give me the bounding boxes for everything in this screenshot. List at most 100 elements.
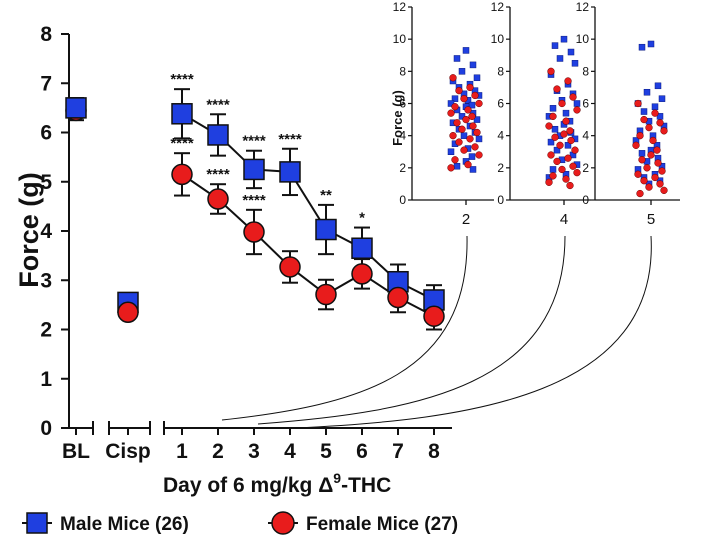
female-data-point (171, 163, 193, 186)
x-tick-label: 7 (392, 440, 404, 463)
connector-day-2 (221, 235, 468, 421)
inset-connector-lines (221, 235, 652, 429)
male-data-point (65, 97, 87, 119)
y-axis-title: Force (g) (14, 172, 44, 288)
female-data-point (351, 263, 373, 285)
inset-female-point (634, 170, 642, 178)
inset-y-tick-label: 2 (497, 161, 504, 175)
male-data-point (171, 103, 193, 125)
inset-female-point (640, 115, 648, 124)
male-significance-label: ** (320, 187, 332, 204)
inset-male-point (647, 40, 655, 48)
inset-female-point (447, 164, 455, 172)
inset-female-point (632, 141, 640, 149)
legend-male-square-marker (26, 512, 48, 534)
inset-y-tick-label: 6 (399, 97, 406, 111)
inset-panel-day-4: 0 2 4 6 8 10 12 4 (491, 0, 591, 228)
inset-male-point (651, 103, 659, 110)
inset-male-point (638, 43, 646, 51)
inset-male-point (451, 95, 459, 102)
inset-male-point (475, 135, 483, 143)
legend-item-male: Male Mice (26) (22, 512, 189, 535)
x-tick-label: 1 (176, 440, 188, 463)
legend-male-label: Male Mice (26) (60, 514, 189, 535)
inset-male-point (567, 48, 575, 56)
inset-female-point (573, 169, 581, 177)
female-data-point (207, 188, 229, 210)
inset-male-point (551, 42, 559, 49)
inset-female-point (645, 123, 653, 132)
inset-female-point (547, 151, 555, 159)
inset-male-point (473, 74, 481, 82)
x-tick-label: BL (62, 440, 90, 463)
male-data-point (315, 218, 337, 241)
inset-female-point (573, 106, 581, 114)
legend-item-female: Female Mice (27) (268, 511, 458, 535)
inset-panel-day-5: 0 2 4 6 8 10 12 5 (576, 0, 680, 228)
inset-female-point (549, 172, 557, 180)
inset-category-label: 5 (647, 211, 655, 228)
y-tick-label: 2 (40, 319, 52, 342)
female-data-point (387, 286, 409, 309)
inset-y-tick-label: 12 (491, 0, 505, 14)
y-tick-label: 7 (40, 72, 52, 95)
x-axis (69, 421, 452, 435)
inset-female-point (558, 165, 566, 174)
y-tick-label: 0 (40, 417, 52, 440)
inset-y-axis-title: Force (g) (390, 90, 405, 146)
inset-female-point (636, 189, 644, 198)
x-tick-label: 4 (284, 440, 296, 463)
inset-female-point (455, 86, 463, 95)
x-axis-title-main: Day of 6 mg/kg Δ (163, 474, 333, 497)
female-significance-label: **** (206, 166, 230, 183)
y-tick-label: 5 (40, 171, 52, 194)
inset-female-point (634, 99, 642, 108)
inset-female-point (566, 127, 574, 135)
inset-male-point (549, 166, 557, 173)
inset-y-tick-label: 10 (576, 32, 590, 46)
inset-female-point (462, 115, 470, 124)
inset-male-point (453, 55, 461, 62)
inset-female-point (640, 177, 648, 185)
inset-female-point (660, 186, 668, 195)
inset-female-point (658, 167, 666, 175)
inset-female-point (660, 127, 668, 135)
inset-male-point (549, 105, 557, 112)
female-significance-label: **** (242, 192, 266, 209)
female-significance-label: **** (170, 135, 194, 152)
inset-y-tick-label: 0 (582, 193, 589, 207)
inset-male-point (468, 153, 476, 160)
inset-male-point (453, 162, 461, 170)
female-data-point (117, 301, 139, 324)
inset-female-point (567, 136, 575, 145)
inset-female-point (569, 93, 577, 101)
inset-female-point (547, 67, 555, 75)
main-line-chart: Force (g) 0 1 2 3 4 5 6 7 8 BL Cisp 1 2 3 4 5 6 7 8 Day o… (14, 23, 452, 497)
inset-female-point (466, 135, 474, 143)
inset-y-tick-label: 10 (393, 32, 407, 46)
inset-female-point (562, 175, 570, 183)
inset-female-point (545, 122, 553, 130)
inset-female-point (475, 99, 483, 108)
inset-female-point (645, 183, 653, 191)
inset-y-tick-label: 8 (399, 64, 406, 78)
inset-female-point (638, 156, 646, 164)
male-significance-label: * (359, 210, 365, 227)
inset-female-point (464, 160, 472, 169)
inset-male-point (460, 132, 468, 139)
inset-female-point (571, 146, 579, 154)
y-tick-label: 8 (40, 23, 52, 46)
inset-female-point (471, 91, 479, 100)
x-tick-label: 3 (248, 440, 260, 463)
inset-female-point (566, 181, 574, 190)
inset-female-point (656, 119, 664, 127)
x-tick-label: 6 (356, 440, 368, 463)
inset-female-point (653, 146, 661, 154)
male-significance-label: **** (278, 131, 302, 148)
inset-female-point (455, 138, 463, 146)
inset-male-point (551, 125, 559, 133)
inset-female-point (449, 74, 457, 82)
inset-female-point (475, 151, 483, 159)
inset-female-point (636, 132, 644, 140)
